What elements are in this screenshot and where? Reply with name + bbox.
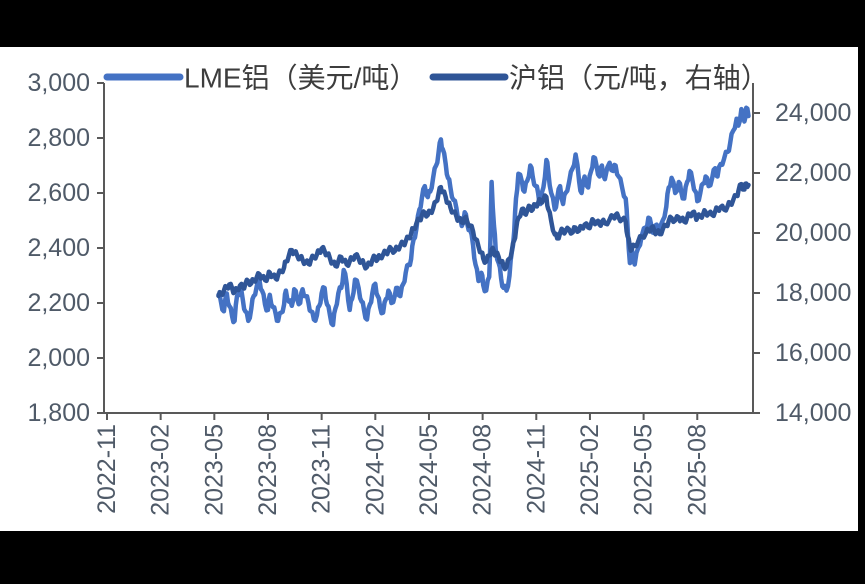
series-line-shfe	[216, 181, 751, 299]
x-tick-label: 2024-11	[522, 424, 550, 514]
x-tick-label: 2025-02	[576, 424, 604, 516]
x-tick-label: 2023-11	[308, 424, 336, 514]
left-tick-label: 2,200	[27, 289, 90, 317]
left-tick-label: 2,800	[27, 124, 90, 152]
x-tick-label: 2024-08	[469, 424, 497, 516]
x-tick-label: 2024-02	[361, 424, 389, 516]
legend-label: 沪铝（元/吨，右轴）	[509, 63, 769, 94]
x-tick-label: 2023-05	[200, 424, 228, 516]
left-axis-ticks: 3,000 2,800 2,600 2,400 2,200 2,000 1,800	[27, 69, 104, 427]
left-tick-label: 2,400	[27, 234, 90, 262]
x-tick-label: 2025-08	[683, 424, 711, 516]
right-tick-label: 20,000	[775, 219, 851, 247]
right-tick-label: 24,000	[775, 99, 851, 127]
left-tick-label: 3,000	[27, 69, 90, 97]
legend: LME铝（美元/吨） 沪铝（元/吨，右轴）	[103, 63, 769, 94]
x-tick-label: 2024-05	[415, 424, 443, 516]
right-axis-ticks: 24,000 22,000 20,000 18,000 16,000 14,000	[753, 99, 851, 427]
x-tick-label: 2023-08	[254, 424, 282, 516]
x-tick-label: 2023-02	[147, 424, 175, 516]
left-tick-label: 2,600	[27, 179, 90, 207]
left-tick-label: 1,800	[27, 399, 90, 427]
legend-label: LME铝（美元/吨）	[184, 63, 417, 94]
x-tick-label: 2025-05	[630, 424, 658, 516]
right-tick-label: 14,000	[775, 399, 851, 427]
left-tick-label: 2,000	[27, 344, 90, 372]
right-tick-label: 16,000	[775, 339, 851, 367]
panel-backdrop	[0, 47, 858, 531]
series-line-lme	[216, 105, 751, 328]
x-axis-ticks: 2022-11 2023-02 2023-05 2023-08 2023-11 2024-…	[93, 413, 711, 516]
right-tick-label: 22,000	[775, 159, 851, 187]
right-tick-label: 18,000	[775, 279, 851, 307]
x-tick-label: 2022-11	[93, 424, 121, 514]
